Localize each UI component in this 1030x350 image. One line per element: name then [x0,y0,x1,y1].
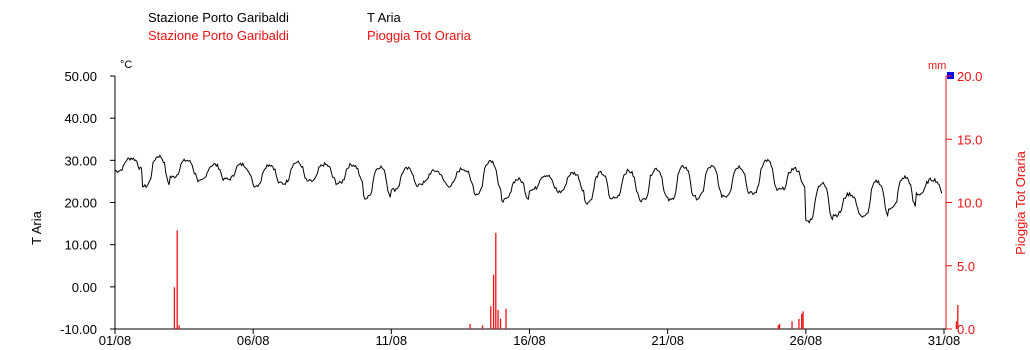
left-tick-label: 30.00 [64,153,97,168]
x-tick-label: 06/08 [237,333,270,348]
right-tick-label: 20.0 [957,69,982,84]
left-axis-title: T Aria [29,210,44,244]
legend-station-2: Stazione Porto Garibaldi [148,28,289,43]
x-tick-label: 11/08 [376,333,408,348]
right-tick-label: 15.0 [957,132,982,147]
left-tick-label: 10.00 [64,238,97,253]
x-tick-label: 16/08 [513,333,546,348]
right-axis-ticks: 0.0 5.0 10.0 15.0 20.0 [946,69,982,337]
right-tick-label: 0.0 [957,322,975,337]
left-tick-label: 0.00 [72,280,97,295]
left-axis-unit: °C [120,59,132,71]
legend-station-1: Stazione Porto Garibaldi [148,10,289,25]
temperature-series-line [114,154,943,224]
x-axis-ticks: 01/08 06/08 11/08 16/08 21/08 26/08 31/08 [99,329,961,348]
right-axis-unit: mm [928,60,946,72]
right-tick-label: 10.0 [957,196,982,211]
left-tick-label: -10.00 [60,322,97,337]
left-tick-label: 50.00 [64,69,97,84]
left-tick-label: 40.00 [64,111,97,126]
right-axis-title: Pioggia Tot Oraria [1013,150,1028,255]
x-tick-label: 01/08 [99,333,132,348]
legend-variable-2: Pioggia Tot Oraria [367,28,472,43]
right-tick-label: 5.0 [957,259,975,274]
x-tick-label: 21/08 [651,333,684,348]
left-tick-label: 20.00 [64,196,97,211]
left-axis-ticks: -10.00 0.00 10.00 20.00 30.00 40.00 50.00 [60,69,115,337]
legend: Stazione Porto Garibaldi T Aria Stazione… [148,10,472,43]
x-tick-label: 31/08 [928,333,961,348]
rain-series [173,230,959,329]
x-tick-label: 26/08 [790,333,823,348]
legend-variable-1: T Aria [367,10,401,25]
